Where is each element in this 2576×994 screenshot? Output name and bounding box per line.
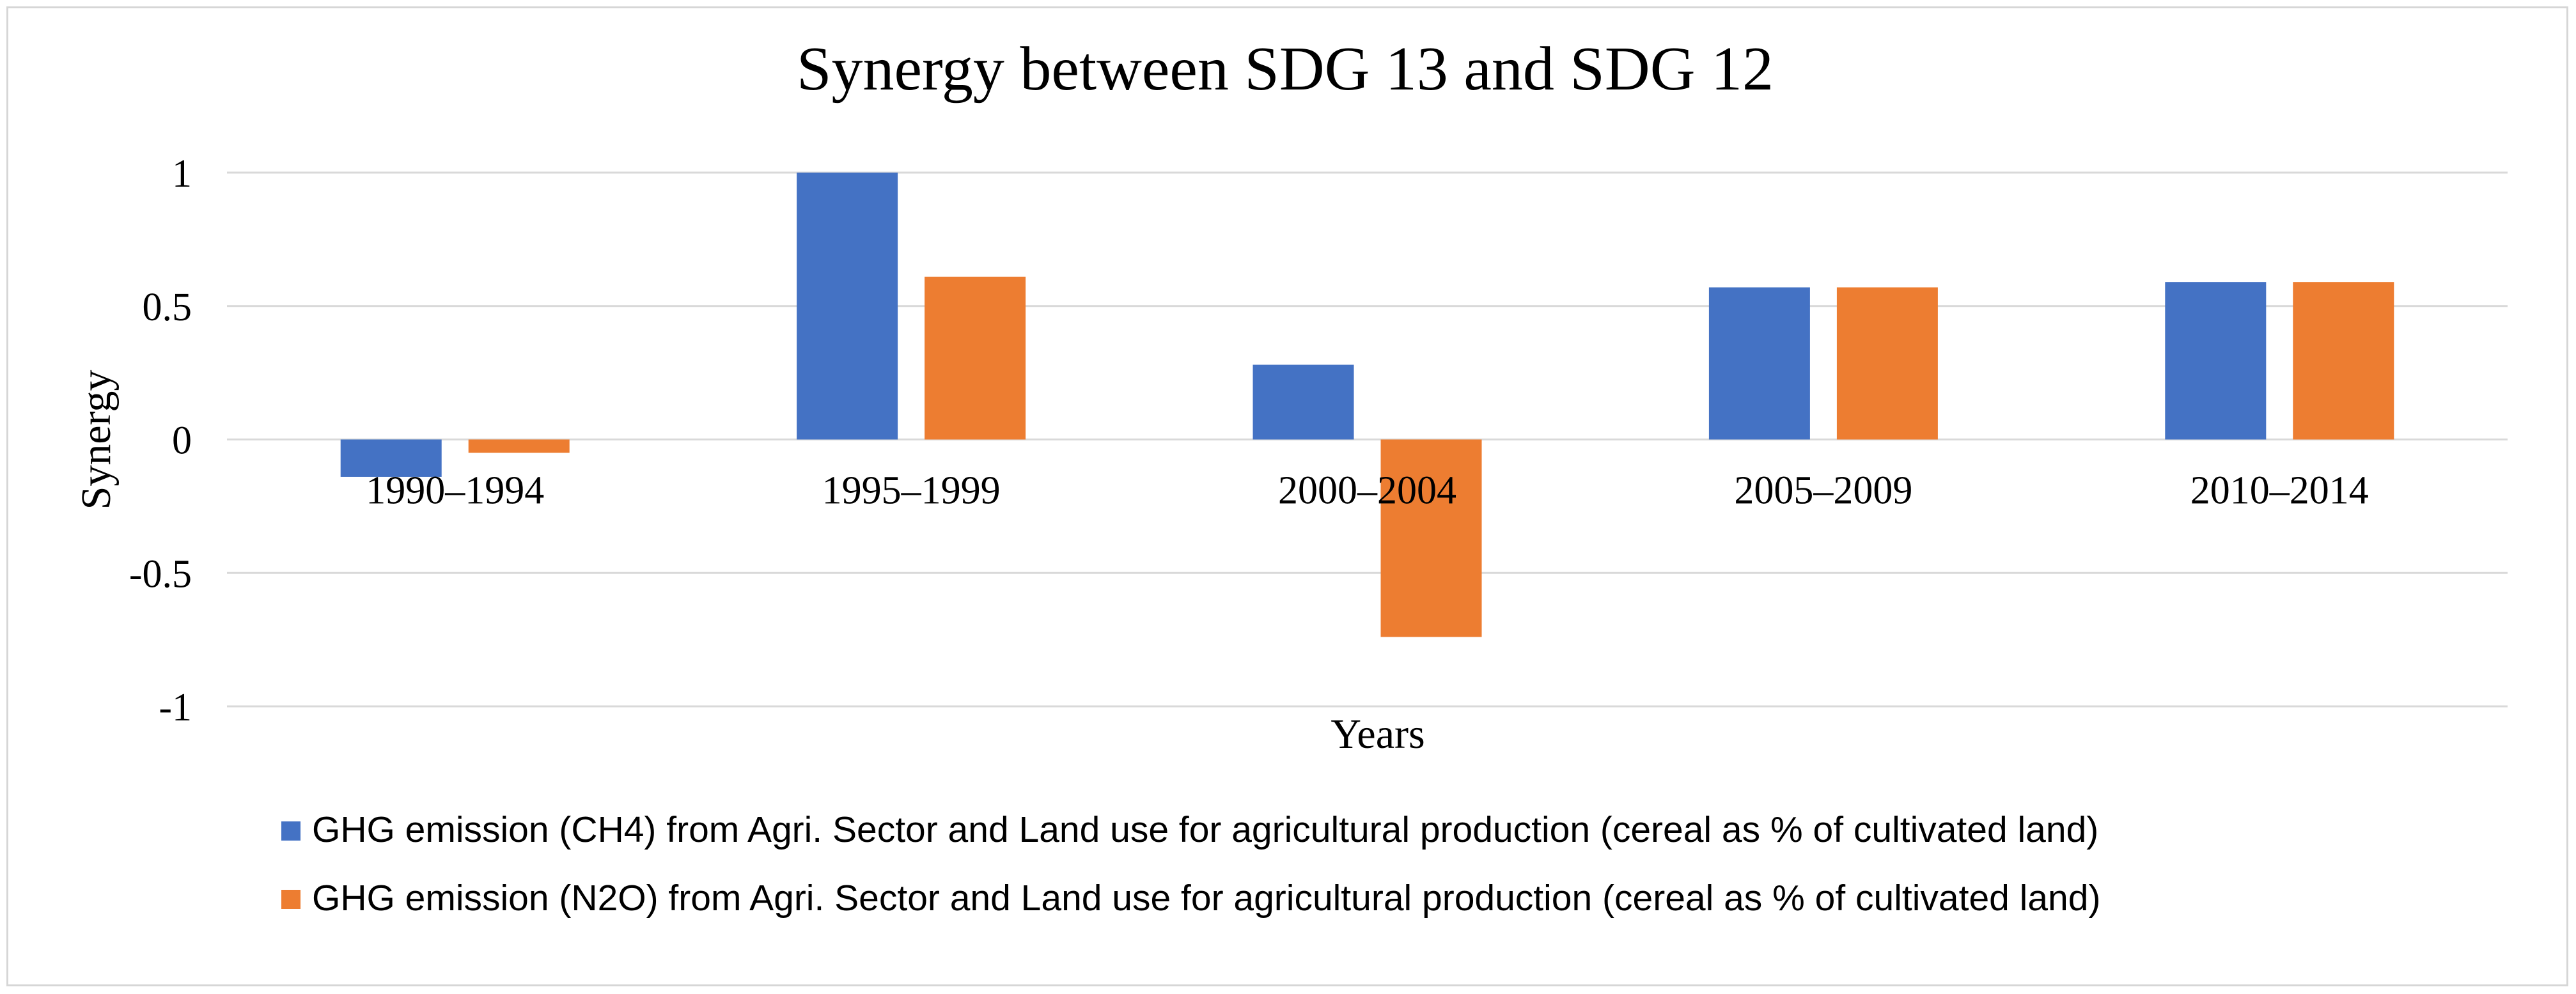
- chart-frame: [6, 6, 2568, 986]
- y-tick-label: -1: [159, 686, 192, 729]
- x-tick-label: 2005–2009: [1734, 469, 1912, 513]
- bar-n2o: [1380, 439, 1482, 637]
- legend-swatch: [281, 821, 301, 841]
- bar-ch4: [2165, 282, 2267, 440]
- x-tick-label: 1995–1999: [822, 469, 1001, 513]
- x-tick-labels: 1990–1994 1995–1999 2000–2004 2005–2009 2010…: [366, 469, 2369, 513]
- y-tick-labels: 1 0.5 0 -0.5 -1: [129, 152, 192, 729]
- legend-label: GHG emission (CH4) from Agri. Sector and…: [312, 809, 2098, 850]
- x-tick-label: 1990–1994: [366, 469, 544, 513]
- legend: GHG emission (CH4) from Agri. Sector and…: [281, 809, 2100, 919]
- x-axis-label: Years: [1331, 711, 1425, 757]
- bars: [340, 173, 2394, 637]
- chart-title: Synergy between SDG 13 and SDG 12: [797, 35, 1774, 104]
- bar-ch4: [1708, 287, 1810, 440]
- y-tick-label: -0.5: [129, 552, 192, 596]
- y-tick-label: 0: [172, 419, 192, 463]
- bar-ch4: [340, 439, 442, 477]
- gridlines: [227, 171, 2508, 708]
- bar-n2o: [2293, 282, 2394, 440]
- bar-ch4: [797, 173, 898, 440]
- y-tick-label: 1: [172, 152, 192, 196]
- bar-n2o: [925, 276, 1026, 440]
- bar-n2o: [468, 439, 570, 453]
- x-tick-label: 2000–2004: [1278, 469, 1456, 513]
- legend-label: GHG emission (N2O) from Agri. Sector and…: [312, 878, 2100, 919]
- bar-ch4: [1253, 364, 1354, 440]
- x-tick-label: 2010–2014: [2190, 469, 2369, 513]
- y-axis-label: Synergy: [73, 370, 120, 510]
- bar-n2o: [1836, 287, 1938, 440]
- y-tick-label: 0.5: [143, 286, 192, 329]
- legend-swatch: [281, 890, 301, 909]
